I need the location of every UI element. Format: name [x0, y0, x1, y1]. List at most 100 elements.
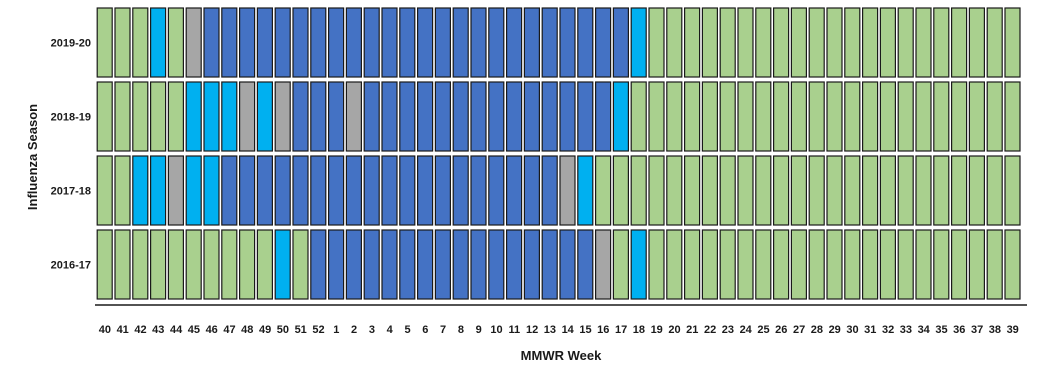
week-label-23: 23 — [722, 324, 734, 336]
week-label-8: 8 — [458, 324, 464, 336]
cell-2018-19-week-43 — [150, 81, 167, 152]
cell-2019-20-week-20 — [666, 7, 683, 78]
cell-2017-18-week-52 — [310, 155, 327, 226]
cell-2016-17-week-31 — [861, 229, 879, 300]
week-label-38: 38 — [989, 324, 1001, 336]
cell-2017-18-week-49 — [256, 155, 273, 226]
cell-2018-19-week-18 — [630, 81, 647, 152]
week-label-18: 18 — [633, 324, 645, 336]
week-label-26: 26 — [775, 324, 787, 336]
cell-2018-19-week-17 — [612, 81, 630, 152]
cell-2019-20-week-38 — [986, 7, 1003, 78]
cell-2018-19-week-37 — [968, 81, 986, 152]
cell-2018-19-week-3 — [363, 81, 380, 152]
week-label-4: 4 — [387, 324, 394, 336]
cell-2019-20-week-14 — [559, 7, 576, 78]
cell-2017-18-week-20 — [666, 155, 683, 226]
cell-2016-17-week-1 — [328, 229, 345, 300]
cell-2017-18-week-43 — [150, 155, 167, 226]
cell-2019-20-week-39 — [1004, 7, 1021, 78]
season-row-2019-20 — [96, 7, 1021, 78]
cell-2018-19-week-48 — [239, 81, 256, 152]
cell-2019-20-week-24 — [737, 7, 754, 78]
cell-2019-20-week-32 — [879, 7, 897, 78]
cell-2018-19-week-34 — [915, 81, 932, 152]
cell-2016-17-week-40 — [96, 229, 113, 300]
cell-2018-19-week-19 — [648, 81, 665, 152]
season-rows — [96, 7, 1021, 300]
cell-2019-20-week-9 — [470, 7, 487, 78]
cell-2016-17-week-18 — [630, 229, 647, 300]
cell-2018-19-week-13 — [541, 81, 558, 152]
week-label-10: 10 — [490, 324, 502, 336]
cell-2018-19-week-21 — [683, 81, 701, 152]
cell-2019-20-week-3 — [363, 7, 380, 78]
cell-2017-18-week-34 — [915, 155, 932, 226]
cell-2017-18-week-48 — [239, 155, 256, 226]
cell-2016-17-week-46 — [203, 229, 220, 300]
cell-2018-19-week-36 — [950, 81, 968, 152]
cell-2018-19-week-39 — [1004, 81, 1021, 152]
cell-2017-18-week-12 — [523, 155, 541, 226]
cell-2018-19-week-49 — [256, 81, 273, 152]
cell-2018-19-week-31 — [861, 81, 879, 152]
cell-2017-18-week-1 — [328, 155, 345, 226]
week-label-36: 36 — [953, 324, 965, 336]
week-label-48: 48 — [241, 324, 253, 336]
cell-2016-17-week-22 — [701, 229, 719, 300]
cell-2016-17-week-9 — [470, 229, 487, 300]
cell-2019-20-week-10 — [488, 7, 505, 78]
cell-2018-19-week-24 — [737, 81, 754, 152]
cell-2017-18-week-24 — [737, 155, 754, 226]
cell-2016-17-week-35 — [933, 229, 950, 300]
cell-2018-19-week-51 — [292, 81, 309, 152]
week-label-47: 47 — [223, 324, 235, 336]
cell-2016-17-week-49 — [256, 229, 273, 300]
cell-2019-20-week-13 — [541, 7, 558, 78]
cell-2017-18-week-25 — [755, 155, 772, 226]
cell-2018-19-week-33 — [897, 81, 914, 152]
cell-2019-20-week-27 — [790, 7, 808, 78]
week-label-40: 40 — [99, 324, 111, 336]
week-label-25: 25 — [757, 324, 769, 336]
week-label-21: 21 — [686, 324, 698, 336]
cell-2018-19-week-22 — [701, 81, 719, 152]
cell-2017-18-week-40 — [96, 155, 113, 226]
cell-2019-20-week-42 — [132, 7, 149, 78]
cell-2016-17-week-17 — [612, 229, 630, 300]
week-label-19: 19 — [651, 324, 663, 336]
y-axis-title: Influenza Season — [25, 104, 40, 210]
season-row-2018-19 — [96, 81, 1021, 152]
cell-2019-20-week-23 — [719, 7, 736, 78]
cell-2018-19-week-23 — [719, 81, 736, 152]
cell-2018-19-week-20 — [666, 81, 683, 152]
cell-2018-19-week-16 — [594, 81, 612, 152]
week-label-16: 16 — [597, 324, 609, 336]
cell-2019-20-week-49 — [256, 7, 273, 78]
cell-2016-17-week-7 — [434, 229, 451, 300]
week-label-3: 3 — [369, 324, 375, 336]
week-label-22: 22 — [704, 324, 716, 336]
cell-2016-17-week-39 — [1004, 229, 1021, 300]
cell-2018-19-week-42 — [132, 81, 149, 152]
week-label-45: 45 — [188, 324, 200, 336]
cell-2017-18-week-51 — [292, 155, 309, 226]
cell-2016-17-week-42 — [132, 229, 149, 300]
cell-2016-17-week-48 — [239, 229, 256, 300]
cell-2017-18-week-33 — [897, 155, 914, 226]
cell-2017-18-week-22 — [701, 155, 719, 226]
cell-2016-17-week-30 — [844, 229, 861, 300]
cell-2019-20-week-8 — [452, 7, 469, 78]
cell-2017-18-week-14 — [559, 155, 576, 226]
cell-2018-19-week-26 — [772, 81, 790, 152]
cell-2019-20-week-50 — [274, 7, 291, 78]
cell-2016-17-week-12 — [523, 229, 541, 300]
cell-2018-19-week-28 — [808, 81, 825, 152]
season-row-2016-17 — [96, 229, 1021, 300]
season-label-2018-19: 2018-19 — [51, 112, 91, 124]
cell-2017-18-week-7 — [434, 155, 451, 226]
cell-2016-17-week-24 — [737, 229, 754, 300]
cell-2016-17-week-44 — [167, 229, 184, 300]
cell-2016-17-week-5 — [399, 229, 416, 300]
cell-2017-18-week-37 — [968, 155, 986, 226]
